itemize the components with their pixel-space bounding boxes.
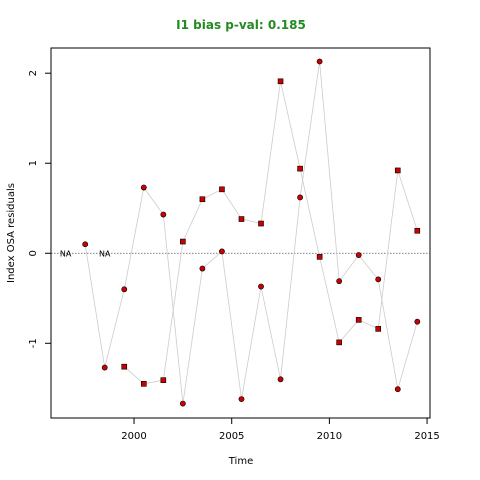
data-point-circle xyxy=(238,396,245,402)
data-point-square xyxy=(355,317,362,323)
x-tick-label: 2005 xyxy=(219,431,244,442)
data-point-square xyxy=(297,165,303,172)
x-axis: 2000 2005 2010 2015 xyxy=(121,417,440,442)
y-tick-label: 2 xyxy=(28,70,39,76)
na-label: NA xyxy=(99,249,111,258)
data-point-square xyxy=(160,377,167,383)
data-point-circle xyxy=(355,252,362,258)
na-label: NA xyxy=(60,249,72,258)
plot-frame xyxy=(50,47,431,419)
series-line-1 xyxy=(84,61,418,404)
data-point-square xyxy=(336,339,342,346)
data-point-square xyxy=(394,167,401,174)
data-point-square xyxy=(199,196,206,203)
data-point-square xyxy=(219,186,225,193)
y-tick-label: -1 xyxy=(28,338,39,348)
x-tick-label: 2000 xyxy=(121,431,146,442)
data-point-circle xyxy=(297,194,303,201)
data-point-circle xyxy=(316,58,323,65)
chart-title: I1 bias p-val: 0.185 xyxy=(176,18,306,32)
na-labels-group: NA NA xyxy=(60,249,111,258)
data-point-square xyxy=(414,227,421,234)
data-point-circle xyxy=(82,241,89,248)
data-point-square xyxy=(375,326,382,332)
data-point-square xyxy=(180,238,186,245)
data-point-circle xyxy=(375,276,382,283)
data-point-square xyxy=(277,78,284,85)
data-point-circle xyxy=(101,364,108,371)
data-point-square xyxy=(238,216,245,222)
data-point-square xyxy=(258,220,264,227)
data-point-square xyxy=(316,254,323,260)
data-point-circle xyxy=(179,400,186,407)
data-point-circle xyxy=(160,211,167,218)
series-line-2 xyxy=(124,81,418,385)
data-point-square xyxy=(140,380,147,387)
data-point-circle xyxy=(140,184,147,191)
x-axis-label: Time xyxy=(228,456,253,467)
y-axis: -1 0 1 2 xyxy=(28,70,52,348)
data-points-group xyxy=(82,58,421,407)
series-lines-group xyxy=(84,61,418,404)
x-tick-label: 2010 xyxy=(317,431,342,442)
data-point-circle xyxy=(414,318,421,325)
data-point-circle xyxy=(199,265,206,272)
data-point-circle xyxy=(277,376,284,383)
data-point-circle xyxy=(258,283,264,290)
data-point-circle xyxy=(394,386,401,393)
y-tick-label: 0 xyxy=(28,250,39,256)
data-point-circle xyxy=(219,248,225,255)
data-point-circle xyxy=(121,286,128,293)
y-tick-label: 1 xyxy=(28,160,39,166)
data-point-square xyxy=(121,363,128,370)
data-point-circle xyxy=(336,278,343,285)
x-tick-label: 2015 xyxy=(414,431,439,442)
y-axis-label: Index OSA residuals xyxy=(6,183,17,283)
